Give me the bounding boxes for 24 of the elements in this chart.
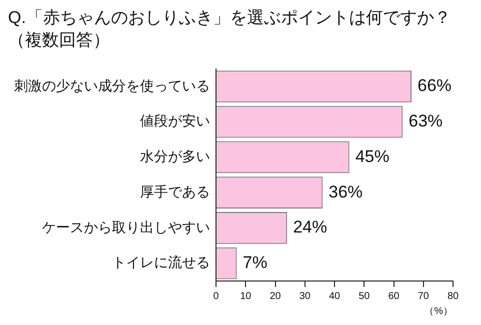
y-tick-label: ケースから取り出しやすい	[42, 218, 210, 235]
data-label: 7%	[242, 253, 268, 272]
data-label: 36%	[328, 182, 363, 202]
y-tick-label: 値段が安い	[140, 112, 210, 129]
data-label: 66%	[418, 76, 452, 96]
x-tick-label: 0	[213, 290, 220, 302]
y-tick-label: 刺激の少ない成分を使っている	[14, 77, 210, 94]
data-label: 24%	[293, 218, 328, 237]
data-label: 45%	[355, 146, 390, 166]
data-label: 63%	[408, 112, 443, 131]
y-tick-label: 厚手である	[140, 183, 210, 200]
y-tick-label: トイレに流せる	[112, 254, 210, 270]
x-tick-label: 10	[240, 290, 252, 302]
text: （複数回答）	[8, 30, 110, 50]
chart-title: Q.「赤ちゃんのおしりふき」を選ぶポイントは何ですか？	[8, 8, 451, 27]
x-axis-title: （%）	[424, 306, 453, 317]
x-tick-label: 60	[388, 290, 400, 302]
x-tick-label: 40	[328, 290, 340, 302]
x-tick-label: 70	[418, 290, 430, 302]
x-tick-label: 30	[299, 290, 311, 302]
x-tick-label: 20	[270, 290, 282, 302]
x-tick-label: 80	[447, 290, 459, 302]
y-tick-label: 水分が多い	[140, 148, 210, 164]
x-tick-label: 50	[358, 290, 370, 302]
